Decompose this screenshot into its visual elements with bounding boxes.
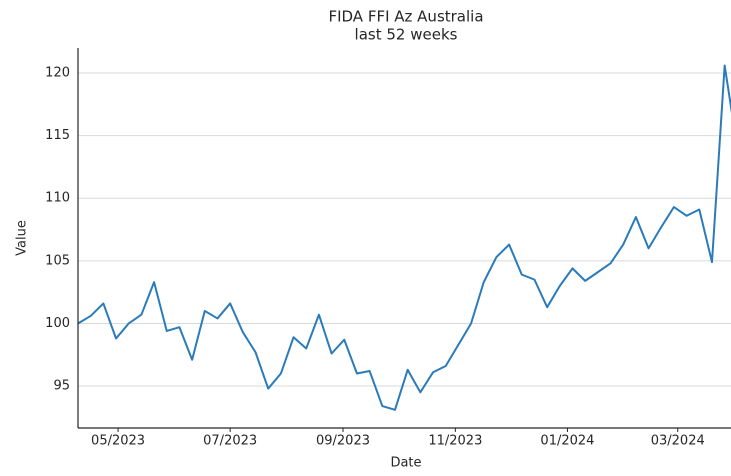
x-tick-label: 03/2024 <box>651 434 705 449</box>
y-tick-label: 95 <box>53 379 70 394</box>
x-axis-label: Date <box>390 456 421 471</box>
x-tick-label: 07/2023 <box>203 434 257 449</box>
y-tick-label: 100 <box>45 316 70 331</box>
x-tick-label: 09/2023 <box>316 434 370 449</box>
y-tick-label: 105 <box>45 253 70 268</box>
y-axis-label: Value <box>15 220 30 256</box>
chart-subtitle: last 52 weeks <box>355 26 458 44</box>
x-tick-label: 05/2023 <box>91 434 145 449</box>
data-line <box>78 64 731 411</box>
grid <box>78 72 731 387</box>
x-tick-label: 01/2024 <box>540 434 594 449</box>
y-tick-label: 110 <box>45 191 70 206</box>
chart-title: FIDA FFI Az Australia <box>328 8 483 26</box>
plot-area <box>78 64 731 411</box>
x-tick-label: 11/2023 <box>428 434 482 449</box>
y-tick-label: 115 <box>45 128 70 143</box>
y-tick-label: 120 <box>45 66 70 81</box>
